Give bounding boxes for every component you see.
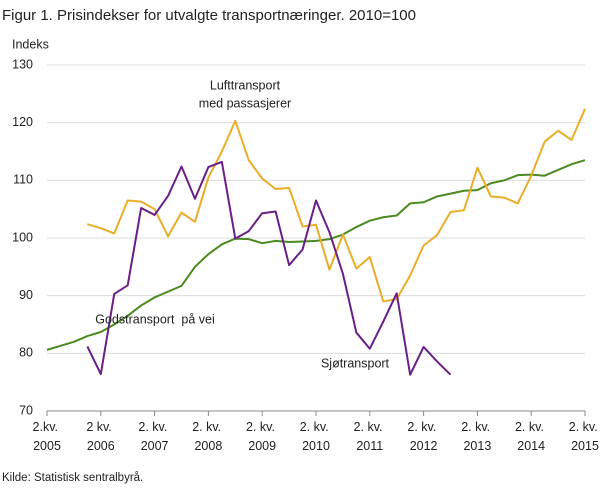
y-tick-label: 80 bbox=[19, 346, 33, 360]
chart-title: Figur 1. Prisindekser for utvalgte trans… bbox=[2, 7, 416, 24]
x-tick-label: 2 kv. 2006 bbox=[86, 420, 115, 453]
series-line bbox=[46, 159, 586, 351]
x-tick-label: 2. kv. 2015 bbox=[569, 420, 601, 453]
source: Kilde: Statistisk sentralbyrå. bbox=[2, 472, 143, 484]
x-tick-label: 2.kv. 2005 bbox=[33, 420, 62, 453]
y-tick-label: 90 bbox=[19, 288, 33, 302]
x-tick-label: 2. kv. 2010 bbox=[300, 420, 332, 453]
x-tick-label: 2. kv. 2014 bbox=[515, 420, 547, 453]
y-tick-label: 100 bbox=[12, 230, 33, 244]
y-tick-label: 130 bbox=[12, 57, 33, 71]
y-axis-label: Indeks bbox=[12, 37, 49, 51]
annotation: med passasjerer bbox=[199, 96, 291, 110]
x-tick-label: 2. kv. 2013 bbox=[461, 420, 493, 453]
y-tick-label: 110 bbox=[13, 173, 33, 187]
y-tick-label: 120 bbox=[12, 115, 33, 129]
annotation: Sjøtransport bbox=[321, 356, 390, 370]
x-tick-label: 2. kv. 2009 bbox=[246, 420, 278, 453]
annotation: Lufttransport bbox=[210, 78, 281, 92]
x-tick-label: 2. kv. 2012 bbox=[407, 420, 439, 453]
x-tick-label: 2. kv. 2007 bbox=[138, 420, 170, 453]
y-tick-label: 70 bbox=[19, 403, 33, 417]
x-tick-label: 2. kv. 2011 bbox=[354, 420, 386, 453]
x-tick-label: 2. kv. 2008 bbox=[192, 420, 224, 453]
series-line bbox=[86, 160, 452, 376]
annotation: Godstransport på vei bbox=[95, 312, 215, 326]
